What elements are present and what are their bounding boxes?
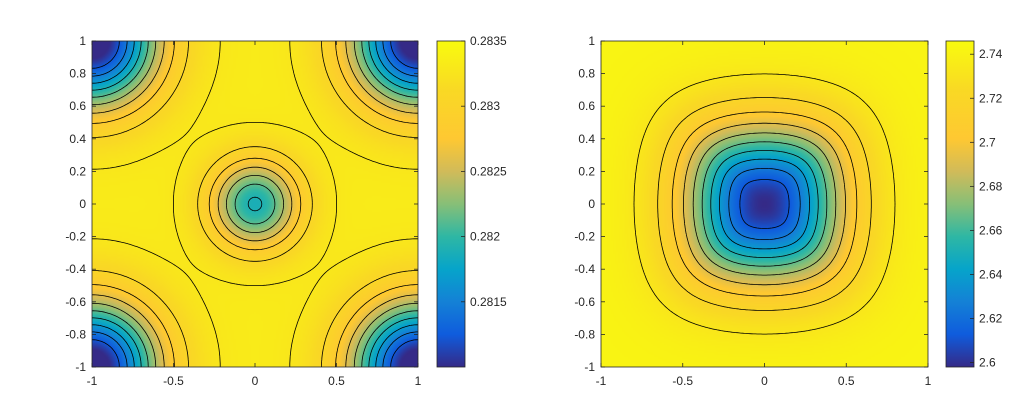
contour-line [657, 97, 872, 311]
x-tick-label: -1 [596, 374, 607, 388]
contour-line [92, 41, 418, 367]
colorbar-tick-label: 0.2835 [470, 34, 507, 48]
y-tick-label: 0.4 [578, 132, 595, 146]
y-tick-label: 0.6 [69, 99, 86, 113]
y-tick-label: 0.2 [578, 164, 595, 178]
x-tick-label: -0.5 [672, 374, 693, 388]
y-tick-label: -1 [75, 360, 86, 374]
colorbar-tick-label: 2.72 [979, 91, 1003, 105]
colorbar-tick-label: 2.7 [979, 135, 996, 149]
y-tick-label: 1 [588, 34, 595, 48]
y-tick-label: -0.2 [574, 230, 595, 244]
contour-line [692, 132, 837, 276]
y-tick-label: -0.2 [65, 230, 86, 244]
colorbar-left: 0.2815 0.282 0.2825 0.283 0.2835 [436, 34, 507, 368]
y-tick-label: 0 [588, 197, 595, 211]
contour-line [92, 41, 418, 367]
heatmap-image-right [601, 41, 928, 367]
contour-line [739, 179, 790, 229]
x-axis-right: -1 -0.5 0 0.5 1 [596, 41, 932, 388]
chart-right: -1 -0.5 0 0.5 1 -1 -0.8 -0.6 -0.4 -0.2 0 0.2 0.4 0.6… [574, 34, 1002, 388]
contour-line [91, 40, 419, 368]
contour-line [92, 41, 418, 367]
chart-left: -1 -0.5 0 0.5 1 -1 -0.8 -0.6 -0.4 -0.2 0 0.2 0.4 0.6… [65, 34, 507, 388]
colorbar-right: 2.6 2.62 2.64 2.66 2.68 2.7 2.72 2.74 [945, 40, 1003, 370]
x-tick-label: 0 [252, 374, 259, 388]
colorbar-tick-label: 2.66 [979, 223, 1003, 237]
y-tick-label: -0.4 [65, 262, 86, 276]
contour-line [671, 111, 858, 297]
contour-line [710, 150, 819, 258]
contour-line [92, 41, 418, 367]
y-tick-label: -0.8 [65, 327, 86, 341]
contour-line [91, 40, 419, 368]
x-tick-label: -0.5 [163, 374, 184, 388]
y-tick-label: 0.8 [578, 67, 595, 81]
contour-line [728, 168, 801, 240]
x-tick-label: -1 [87, 374, 98, 388]
contour-lines-right [633, 73, 896, 335]
colorbar-tick-label: 2.74 [979, 47, 1003, 61]
y-tick-label: 0.6 [578, 99, 595, 113]
y-tick-label: 0 [79, 197, 86, 211]
y-tick-label: -0.6 [574, 295, 595, 309]
contour-line [92, 41, 418, 367]
contour-line [719, 158, 810, 250]
colorbar-tick-label: 2.64 [979, 267, 1003, 281]
colorbar-ticks-left: 0.2815 0.282 0.2825 0.283 0.2835 [461, 34, 507, 309]
x-tick-label: 0.5 [838, 374, 855, 388]
plot-area-left [91, 40, 419, 368]
colorbar-gradient-right [945, 40, 975, 368]
colorbar-tick-label: 0.282 [470, 230, 500, 244]
contour-line [701, 141, 828, 267]
colorbar-tick-label: 0.2815 [470, 295, 507, 309]
x-axis-left: -1 -0.5 0 0.5 1 [87, 41, 422, 388]
y-axis-right: -1 -0.8 -0.6 -0.4 -0.2 0 0.2 0.4 0.6 0.8 1 [574, 34, 928, 374]
contour-line [92, 41, 418, 367]
contour-lines-left [91, 40, 419, 368]
y-tick-label: 0.4 [69, 132, 86, 146]
y-tick-label: 0.2 [69, 164, 86, 178]
contour-line [633, 73, 896, 335]
heatmap-image-left [92, 41, 418, 367]
y-axis-left: -1 -0.8 -0.6 -0.4 -0.2 0 0.2 0.4 0.6 0.8 1 [65, 34, 418, 374]
plot-area-right [600, 40, 929, 368]
y-tick-label: -0.8 [574, 327, 595, 341]
x-tick-label: 0 [761, 374, 768, 388]
contour-line [92, 41, 418, 367]
x-tick-label: 0.5 [328, 374, 345, 388]
colorbar-tick-label: 0.2825 [470, 164, 507, 178]
colorbar-tick-label: 2.62 [979, 312, 1003, 326]
contour-line [92, 41, 418, 367]
y-tick-label: -0.6 [65, 295, 86, 309]
x-tick-label: 1 [925, 374, 932, 388]
colorbar-gradient-left [436, 40, 466, 368]
y-tick-label: -0.4 [574, 262, 595, 276]
colorbar-tick-label: 2.68 [979, 179, 1003, 193]
colorbar-tick-label: 2.6 [979, 356, 996, 370]
contour-line [683, 122, 846, 286]
colorbar-ticks-right: 2.6 2.62 2.64 2.66 2.68 2.7 2.72 2.74 [970, 47, 1003, 370]
y-tick-label: 0.8 [69, 67, 86, 81]
x-tick-label: 1 [415, 374, 422, 388]
colorbar-tick-label: 0.283 [470, 99, 500, 113]
y-tick-label: 1 [79, 34, 86, 48]
y-tick-label: -1 [584, 360, 595, 374]
